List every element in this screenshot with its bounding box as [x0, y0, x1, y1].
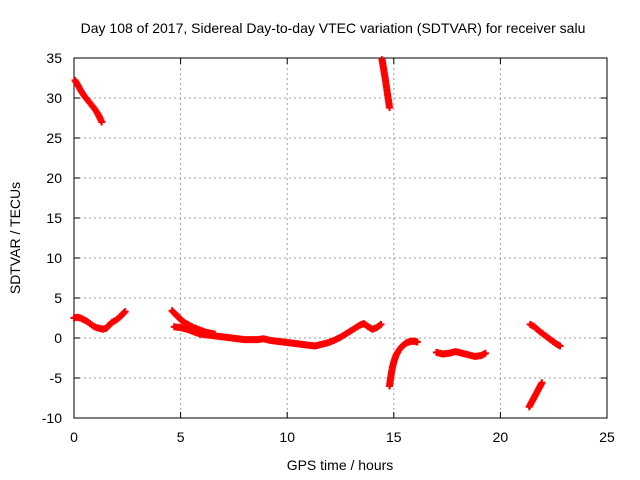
data-point [481, 349, 489, 357]
x-tick-label: 25 [599, 429, 615, 445]
y-tick-label: 35 [46, 50, 62, 66]
data-point [413, 338, 421, 346]
series-arc-7 [432, 348, 489, 360]
y-tick-label: -10 [42, 410, 62, 426]
plot-frame [73, 57, 608, 419]
data-point [377, 320, 385, 328]
x-tick-label: 20 [493, 429, 509, 445]
y-tick-label: 5 [54, 290, 62, 306]
x-tick-labels: 0 5 10 15 20 25 [70, 429, 615, 445]
y-tick-label: 15 [46, 210, 62, 226]
data-points [70, 56, 564, 411]
series-arc-6 [386, 337, 421, 390]
series-arc-5 [378, 56, 394, 112]
series-arc-2 [70, 308, 129, 333]
y-axis-label: SDTVAR / TECUs [7, 182, 23, 294]
data-point [556, 342, 564, 350]
y-tick-label: 10 [46, 250, 62, 266]
y-tick-labels: -10 -5 0 5 10 15 20 25 30 35 [42, 50, 62, 426]
series-arc-4 [170, 320, 385, 350]
y-tick-label: -5 [50, 370, 63, 386]
data-point [98, 118, 106, 126]
y-tick-label: 20 [46, 170, 62, 186]
data-point [121, 308, 129, 316]
x-axis-label: GPS time / hours [287, 457, 394, 473]
x-tick-label: 15 [386, 429, 402, 445]
data-point [120, 309, 128, 317]
series-arc-9 [525, 379, 546, 411]
y-tick-label: 0 [54, 330, 62, 346]
data-point [538, 379, 546, 387]
data-point [386, 104, 394, 112]
y-tick-label: 25 [46, 130, 62, 146]
series-arc-1 [71, 76, 106, 126]
grid-lines [74, 58, 607, 418]
x-tick-label: 5 [177, 429, 185, 445]
x-tick-label: 0 [70, 429, 78, 445]
chart-title: Day 108 of 2017, Sidereal Day-to-day VTE… [81, 20, 586, 36]
x-tick-label: 10 [279, 429, 295, 445]
y-tick-label: 30 [46, 90, 62, 106]
series-arc-8 [526, 320, 564, 350]
axis-ticks [73, 57, 608, 419]
